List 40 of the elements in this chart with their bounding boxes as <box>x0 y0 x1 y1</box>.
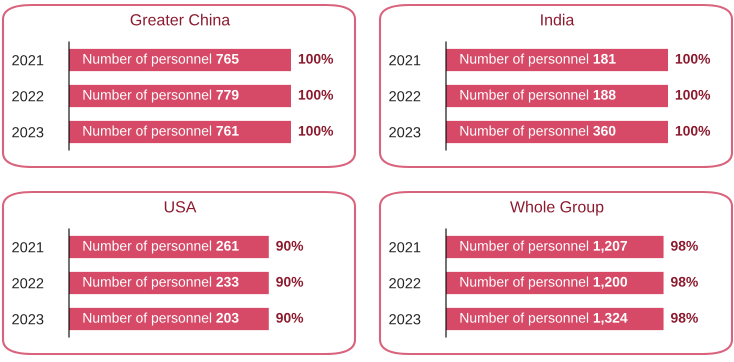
y-tick-label: 2022 <box>389 278 420 288</box>
data-label: 90% <box>276 240 304 251</box>
data-label: 100% <box>676 54 710 64</box>
annotation: Number of personnel 765 <box>83 54 239 66</box>
data-label: 98% <box>670 276 698 287</box>
chart-title: Greater China <box>130 14 230 26</box>
y-tick-label: 2023 <box>389 314 420 324</box>
annotation: Number of personnel 203 <box>83 312 239 326</box>
chart-title: USA <box>164 201 196 212</box>
y-tick-label: 2021 <box>389 242 420 252</box>
annotation: Number of personnel 181 <box>460 54 616 66</box>
data-label: 98% <box>670 240 698 251</box>
y-tick-label: 2022 <box>12 91 44 102</box>
annotation: Number of personnel 779 <box>83 90 239 102</box>
annotation: Number of personnel 188 <box>460 90 616 102</box>
y-tick-label: 2021 <box>389 55 420 66</box>
annotation: Number of personnel 761 <box>83 126 239 138</box>
data-label: 90% <box>276 312 304 323</box>
data-label: 100% <box>298 126 334 136</box>
annotation: Number of personnel 233 <box>83 276 239 290</box>
data-label: 100% <box>298 90 334 100</box>
annotation: Number of personnel 261 <box>83 240 239 254</box>
y-tick-label: 2023 <box>389 127 420 138</box>
annotation: Number of personnel 1,200 <box>460 276 628 290</box>
y-tick-label: 2021 <box>12 242 44 252</box>
y-tick-label: 2023 <box>12 127 44 138</box>
y-tick-label: 2022 <box>12 278 44 288</box>
data-label: 98% <box>670 312 698 323</box>
data-label: 100% <box>298 54 334 64</box>
data-label: 90% <box>276 276 304 287</box>
chart-title: Whole Group <box>510 200 604 216</box>
annotation: Number of personnel 1,207 <box>460 240 628 254</box>
y-tick-label: 2023 <box>12 314 44 324</box>
y-tick-label: 2022 <box>389 91 420 102</box>
data-label: 100% <box>676 126 710 136</box>
annotation: Number of personnel 360 <box>460 126 616 138</box>
annotation: Number of personnel 1,324 <box>460 312 628 326</box>
y-tick-label: 2021 <box>12 55 44 66</box>
chart-title: India <box>541 14 574 26</box>
data-label: 100% <box>676 90 710 100</box>
